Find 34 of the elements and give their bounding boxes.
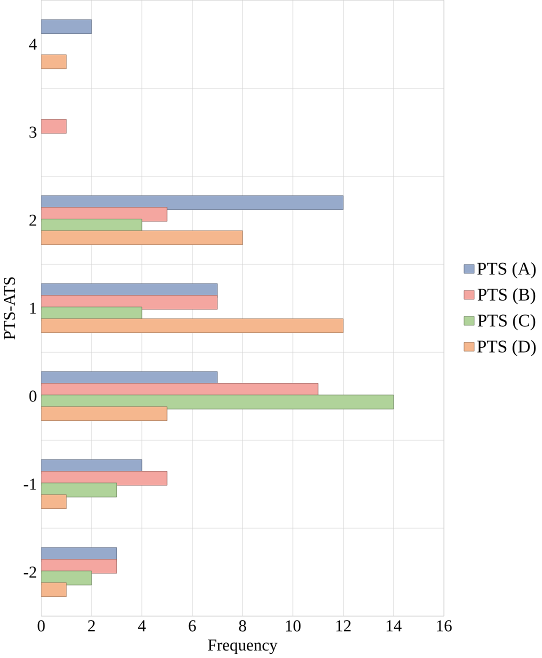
x-axis-title: Frequency [208,640,278,654]
bar [41,54,66,70]
bar [41,394,394,410]
legend-label: PTS (B) [478,288,536,304]
bar [41,570,92,586]
y-tick-label: 0 [29,390,36,402]
y-tick-label: -2 [24,566,36,578]
x-tick-label: 6 [188,620,196,632]
x-tick-label: 12 [336,620,350,632]
x-tick-label: 10 [286,620,300,632]
y-tick-label: 4 [28,38,37,50]
bar [41,494,66,509]
bar [41,406,168,421]
x-tick-label: 0 [38,620,45,632]
bar [41,19,92,34]
y-tick-label: 3 [29,126,36,138]
y-axis-title: PTS-ATS [4,277,15,340]
y-tick-label: 1 [30,302,36,314]
x-tick-label: 4 [138,620,146,632]
y-tick-label: -1 [24,478,36,490]
x-tick-label: 14 [386,620,402,632]
legend-label: PTS (A) [477,262,536,278]
bar [41,582,66,597]
x-tick-label: 2 [88,620,95,632]
x-tick-label: 8 [238,620,246,632]
x-tick-label: 16 [436,620,452,632]
legend-label: PTS (C) [478,314,536,330]
bar [41,482,117,498]
bar [41,119,66,134]
bar [41,230,243,246]
legend-label: PTS (D) [477,340,536,356]
y-tick-label: 2 [29,214,36,226]
bar [41,318,344,334]
bar [41,195,344,210]
